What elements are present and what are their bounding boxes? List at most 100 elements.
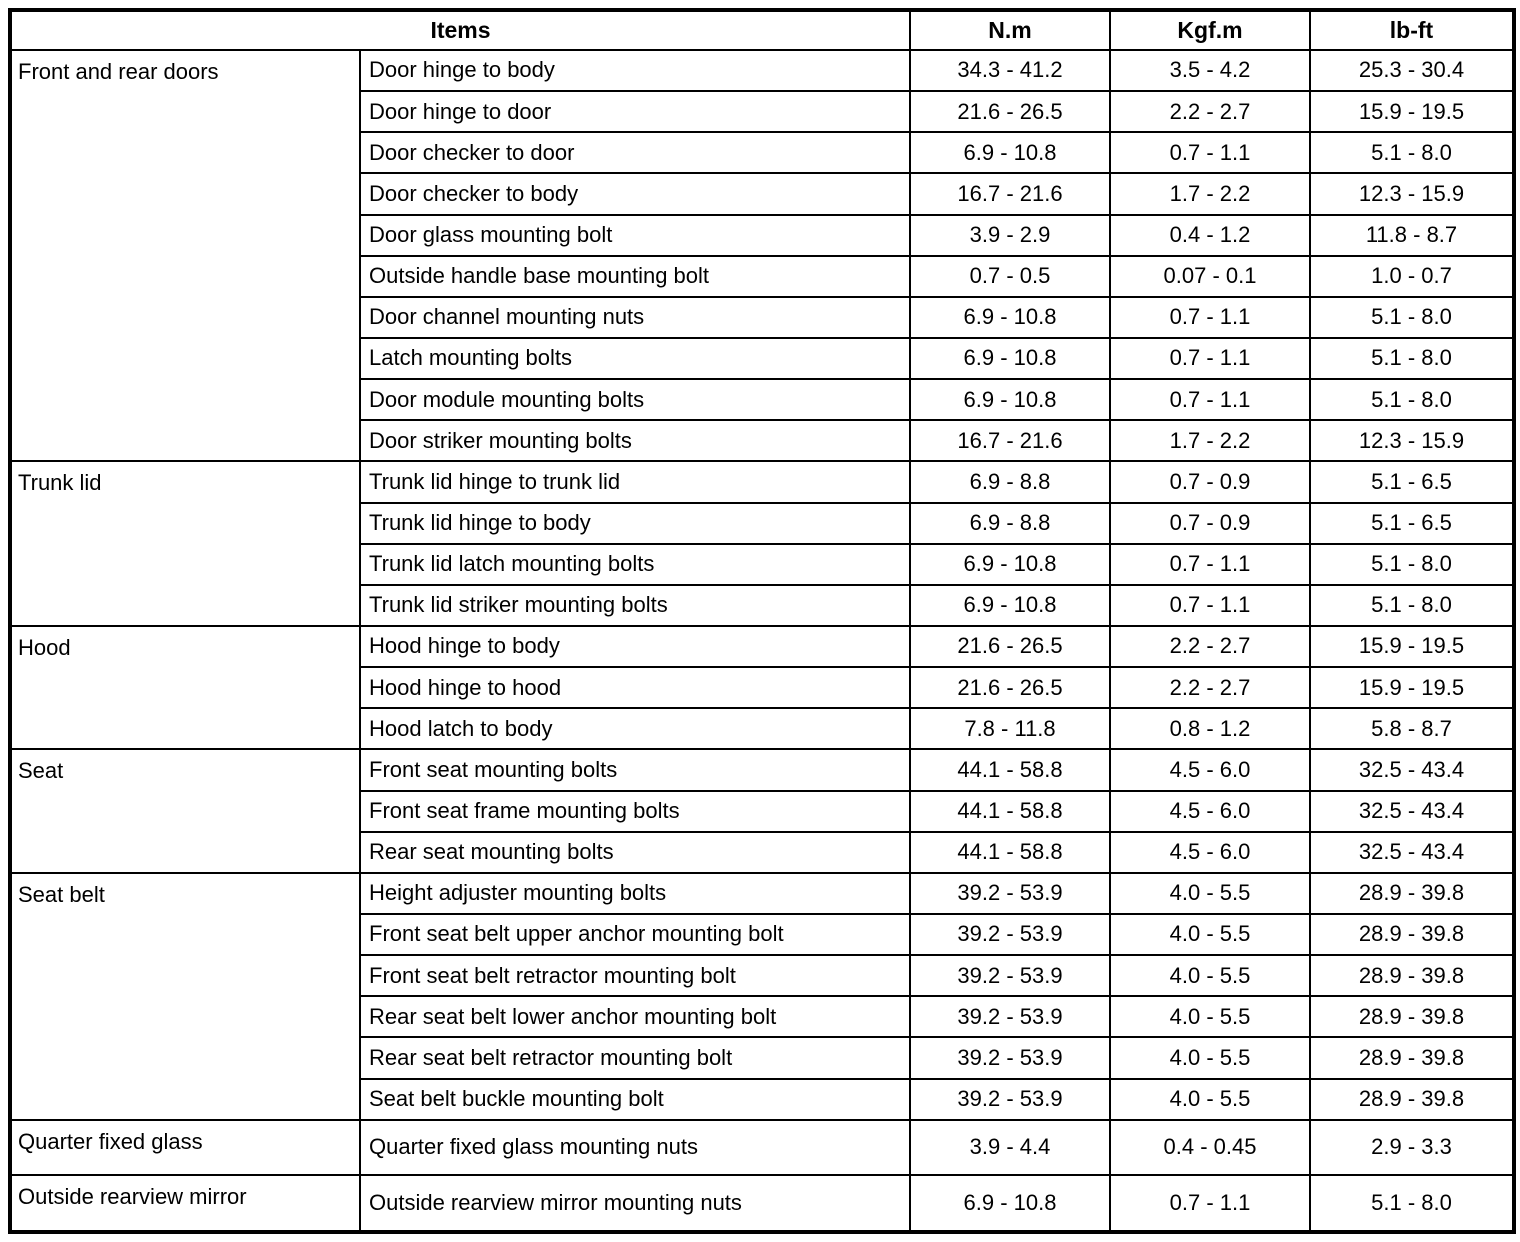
lbft-value-cell: 5.1 - 8.0	[1309, 295, 1515, 339]
table-row: Outside rearview mirror Outside rearview …	[9, 1173, 1515, 1234]
nm-value-cell: 6.9 - 8.8	[909, 460, 1111, 504]
kgfm-value-cell: 4.5 - 6.0	[1109, 789, 1311, 833]
item-cell: Front seat frame mounting bolts	[359, 789, 911, 833]
lbft-value-cell: 15.9 - 19.5	[1309, 666, 1515, 710]
nm-value-cell: 39.2 - 53.9	[909, 1077, 1111, 1121]
table-row: Hood latch to body 7.8 - 11.8 0.8 - 1.2 5.8…	[10, 707, 1515, 751]
torque-spec-table: Items N.m Kgf.m lb-ft Front and rear doo…	[8, 8, 1516, 1234]
table-row: Seat belt Height adjuster mounting bolts 3…	[9, 871, 1515, 1121]
group-cell: Outside rearview mirror	[9, 1173, 361, 1234]
lbft-value-cell: 25.3 - 30.4	[1309, 48, 1515, 93]
nm-value-cell: 44.1 - 58.8	[909, 748, 1111, 792]
table-row: Door checker to body 16.7 - 21.6 1.7 - 2.2…	[10, 172, 1515, 216]
lbft-value-cell: 5.1 - 8.0	[1309, 1173, 1515, 1234]
nm-value-cell: 39.2 - 53.9	[909, 1036, 1111, 1080]
item-cell: Front seat belt upper anchor mounting bo…	[359, 912, 911, 957]
lbft-value-cell: 28.9 - 39.8	[1309, 995, 1515, 1039]
nm-value-cell: 6.9 - 10.8	[909, 1173, 1111, 1234]
nm-value-cell: 39.2 - 53.9	[909, 995, 1111, 1039]
kgfm-value-cell: 4.0 - 5.5	[1109, 954, 1311, 998]
kgfm-value-cell: 4.0 - 5.5	[1109, 1077, 1311, 1121]
table-row: Trunk lid Trunk lid hinge to trunk lid 6.9…	[9, 460, 1515, 627]
kgfm-value-cell: 0.4 - 0.45	[1109, 1118, 1311, 1176]
table-row: Front seat frame mounting bolts 44.1 - 58…	[10, 789, 1515, 833]
nm-value-cell: 21.6 - 26.5	[909, 624, 1111, 669]
table-row: Door striker mounting bolts 16.7 - 21.6 1.…	[10, 419, 1515, 463]
header-unit-nm: N.m	[909, 9, 1111, 51]
item-cell: Door striker mounting bolts	[359, 419, 911, 463]
lbft-value-cell: 5.1 - 8.0	[1309, 542, 1515, 586]
nm-value-cell: 39.2 - 53.9	[909, 871, 1111, 915]
table-row: Hood hinge to hood 21.6 - 26.5 2.2 - 2.7 15…	[10, 666, 1515, 710]
table-row: Front seat belt upper anchor mounting bo…	[10, 912, 1515, 957]
nm-value-cell: 6.9 - 10.8	[909, 336, 1111, 381]
nm-value-cell: 6.9 - 10.8	[909, 295, 1111, 339]
item-cell: Door checker to body	[359, 172, 911, 216]
item-cell: Front seat belt retractor mounting bolt	[359, 954, 911, 998]
item-cell: Door checker to door	[359, 131, 911, 175]
nm-value-cell: 3.9 - 2.9	[909, 213, 1111, 257]
item-cell: Door channel mounting nuts	[359, 295, 911, 339]
table-row: Trunk lid latch mounting bolts 6.9 - 10.8…	[10, 542, 1515, 586]
kgfm-value-cell: 0.7 - 0.9	[1109, 460, 1311, 504]
table-row: Hood Hood hinge to body 21.6 - 26.5 2.2 - 2…	[9, 624, 1515, 751]
lbft-value-cell: 1.0 - 0.7	[1309, 254, 1515, 298]
kgfm-value-cell: 2.2 - 2.7	[1109, 90, 1311, 134]
group-cell: Quarter fixed glass	[9, 1118, 361, 1176]
nm-value-cell: 39.2 - 53.9	[909, 912, 1111, 957]
table-row: Rear seat belt retractor mounting bolt 39…	[10, 1036, 1515, 1080]
item-cell: Door hinge to door	[359, 90, 911, 134]
lbft-value-cell: 5.1 - 6.5	[1309, 460, 1515, 504]
item-cell: Seat belt buckle mounting bolt	[359, 1077, 911, 1121]
nm-value-cell: 6.9 - 10.8	[909, 378, 1111, 422]
lbft-value-cell: 28.9 - 39.8	[1309, 871, 1515, 915]
nm-value-cell: 16.7 - 21.6	[909, 172, 1111, 216]
lbft-value-cell: 15.9 - 19.5	[1309, 90, 1515, 134]
lbft-value-cell: 32.5 - 43.4	[1309, 830, 1515, 874]
kgfm-value-cell: 0.07 - 0.1	[1109, 254, 1311, 298]
kgfm-value-cell: 4.0 - 5.5	[1109, 871, 1311, 915]
nm-value-cell: 39.2 - 53.9	[909, 954, 1111, 998]
kgfm-value-cell: 1.7 - 2.2	[1109, 172, 1311, 216]
lbft-value-cell: 5.1 - 6.5	[1309, 501, 1515, 545]
kgfm-value-cell: 2.2 - 2.7	[1109, 624, 1311, 669]
item-cell: Trunk lid hinge to body	[359, 501, 911, 545]
item-cell: Hood latch to body	[359, 707, 911, 751]
item-cell: Rear seat mounting bolts	[359, 830, 911, 874]
table-row: Latch mounting bolts 6.9 - 10.8 0.7 - 1.1 5…	[10, 336, 1515, 381]
group-cell: Seat belt	[9, 871, 361, 1121]
nm-value-cell: 6.9 - 10.8	[909, 131, 1111, 175]
lbft-value-cell: 32.5 - 43.4	[1309, 748, 1515, 792]
lbft-value-cell: 28.9 - 39.8	[1309, 954, 1515, 998]
table-row: Seat belt buckle mounting bolt 39.2 - 53.…	[10, 1077, 1515, 1121]
lbft-value-cell: 15.9 - 19.5	[1309, 624, 1515, 669]
group-cell: Trunk lid	[9, 460, 361, 627]
lbft-value-cell: 2.9 - 3.3	[1309, 1118, 1515, 1176]
lbft-value-cell: 5.1 - 8.0	[1309, 583, 1515, 627]
kgfm-value-cell: 0.7 - 1.1	[1109, 295, 1311, 339]
kgfm-value-cell: 0.7 - 1.1	[1109, 583, 1311, 627]
kgfm-value-cell: 4.5 - 6.0	[1109, 748, 1311, 792]
kgfm-value-cell: 0.7 - 1.1	[1109, 378, 1311, 422]
lbft-value-cell: 28.9 - 39.8	[1309, 912, 1515, 957]
nm-value-cell: 0.7 - 0.5	[909, 254, 1111, 298]
table-row: Quarter fixed glass Quarter fixed glass m…	[9, 1118, 1515, 1176]
lbft-value-cell: 5.1 - 8.0	[1309, 131, 1515, 175]
nm-value-cell: 6.9 - 10.8	[909, 583, 1111, 627]
nm-value-cell: 16.7 - 21.6	[909, 419, 1111, 463]
item-cell: Hood hinge to hood	[359, 666, 911, 710]
table-row: Trunk lid hinge to body 6.9 - 8.8 0.7 - 0.…	[10, 501, 1515, 545]
kgfm-value-cell: 0.7 - 1.1	[1109, 131, 1311, 175]
lbft-value-cell: 5.1 - 8.0	[1309, 336, 1515, 381]
lbft-value-cell: 5.8 - 8.7	[1309, 707, 1515, 751]
lbft-value-cell: 5.1 - 8.0	[1309, 378, 1515, 422]
item-cell: Rear seat belt lower anchor mounting bol…	[359, 995, 911, 1039]
item-cell: Front seat mounting bolts	[359, 748, 911, 792]
nm-value-cell: 6.9 - 10.8	[909, 542, 1111, 586]
kgfm-value-cell: 0.7 - 0.9	[1109, 501, 1311, 545]
item-cell: Trunk lid hinge to trunk lid	[359, 460, 911, 504]
group-cell: Front and rear doors	[9, 48, 361, 463]
nm-value-cell: 44.1 - 58.8	[909, 789, 1111, 833]
lbft-value-cell: 12.3 - 15.9	[1309, 172, 1515, 216]
